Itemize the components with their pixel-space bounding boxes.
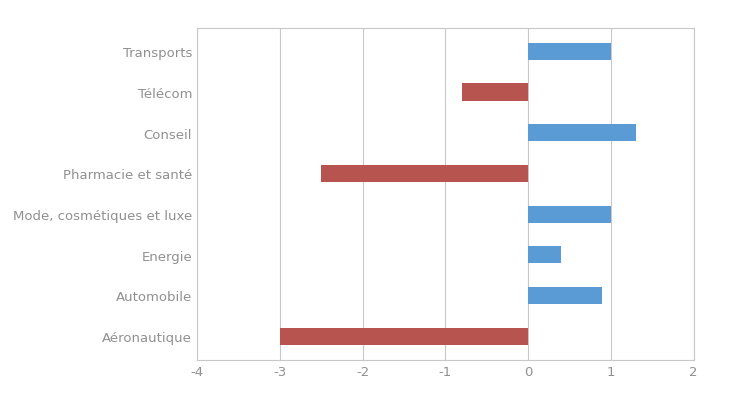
Bar — [280, 328, 528, 345]
Bar — [528, 206, 611, 223]
Bar — [528, 247, 561, 264]
Bar — [528, 287, 602, 304]
Bar — [528, 125, 636, 142]
Bar — [528, 44, 611, 61]
Bar — [321, 166, 528, 182]
Bar — [462, 84, 528, 101]
